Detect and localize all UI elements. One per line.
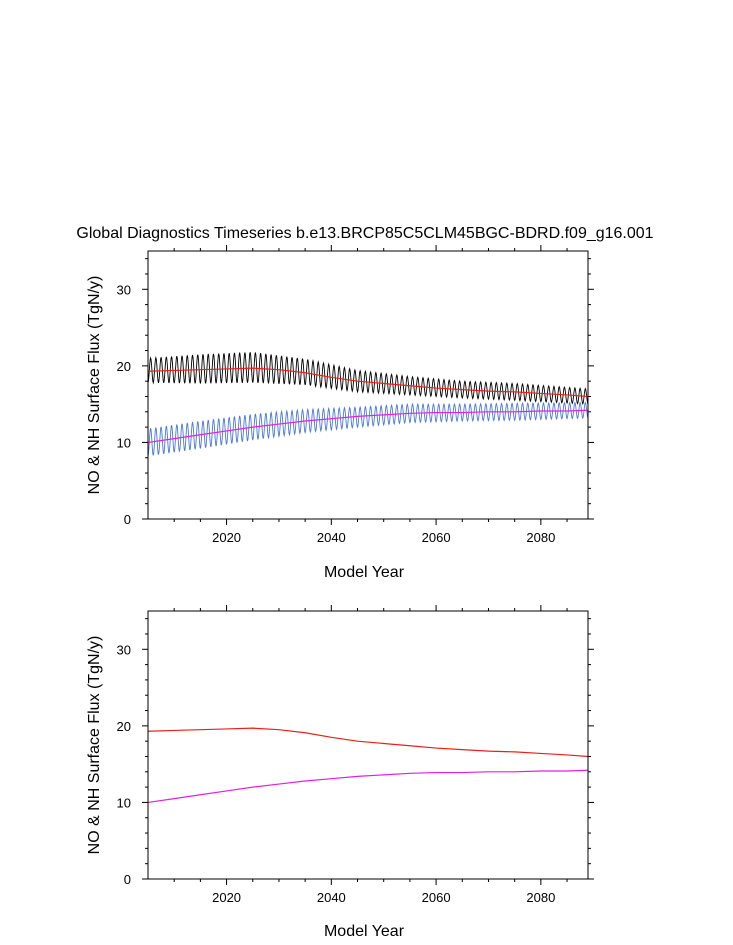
series-layer [147,352,589,457]
x-axis-label: Model Year [324,564,405,581]
x-tick-label: 2080 [526,890,555,905]
y-tick-label: 30 [117,282,131,297]
y-tick-label: 0 [124,512,131,527]
axis-ticks: 2020 2040 2060 2080 0 10 20 30 [117,245,594,545]
series-line-no-monthly [147,352,589,406]
axis-ticks: 2020 2040 2060 2080 0 10 20 30 [117,605,594,905]
x-tick-label: 2080 [526,530,555,545]
chart-title: Global Diagnostics Timeseries b.e13.BRCP… [76,225,653,242]
series-line-nh-monthly [147,401,589,457]
x-tick-label: 2060 [422,530,451,545]
series-layer [147,727,589,804]
y-tick-label: 0 [124,872,131,887]
y-tick-label: 10 [117,795,131,810]
y-tick-label: 30 [117,642,131,657]
y-axis-label: NO & NH Surface Flux (TgN/y) [86,636,103,855]
x-tick-label: 2020 [212,530,241,545]
y-axis-label: NO & NH Surface Flux (TgN/y) [86,276,103,495]
y-tick-label: 20 [117,359,131,374]
x-tick-label: 2020 [212,890,241,905]
timeseries-panel-top: 2020 2040 2060 2080 0 10 20 30 Model Year NO & … [86,245,594,581]
x-axis-label: Model Year [324,923,405,940]
series-line-no-annual-mean [147,367,589,398]
timeseries-panel-bottom: 2020 2040 2060 2080 0 10 20 30 Model Year NO & … [86,605,594,940]
series-line-no-annual-mean [147,727,589,758]
x-tick-label: 2040 [317,890,346,905]
plot-frame [147,250,589,520]
plot-frame [147,610,589,880]
x-tick-label: 2060 [422,890,451,905]
y-tick-label: 20 [117,719,131,734]
series-line-nh-annual-mean [147,769,589,804]
y-tick-label: 10 [117,435,131,450]
series-line-nh-annual-mean [147,409,589,444]
x-tick-label: 2040 [317,530,346,545]
